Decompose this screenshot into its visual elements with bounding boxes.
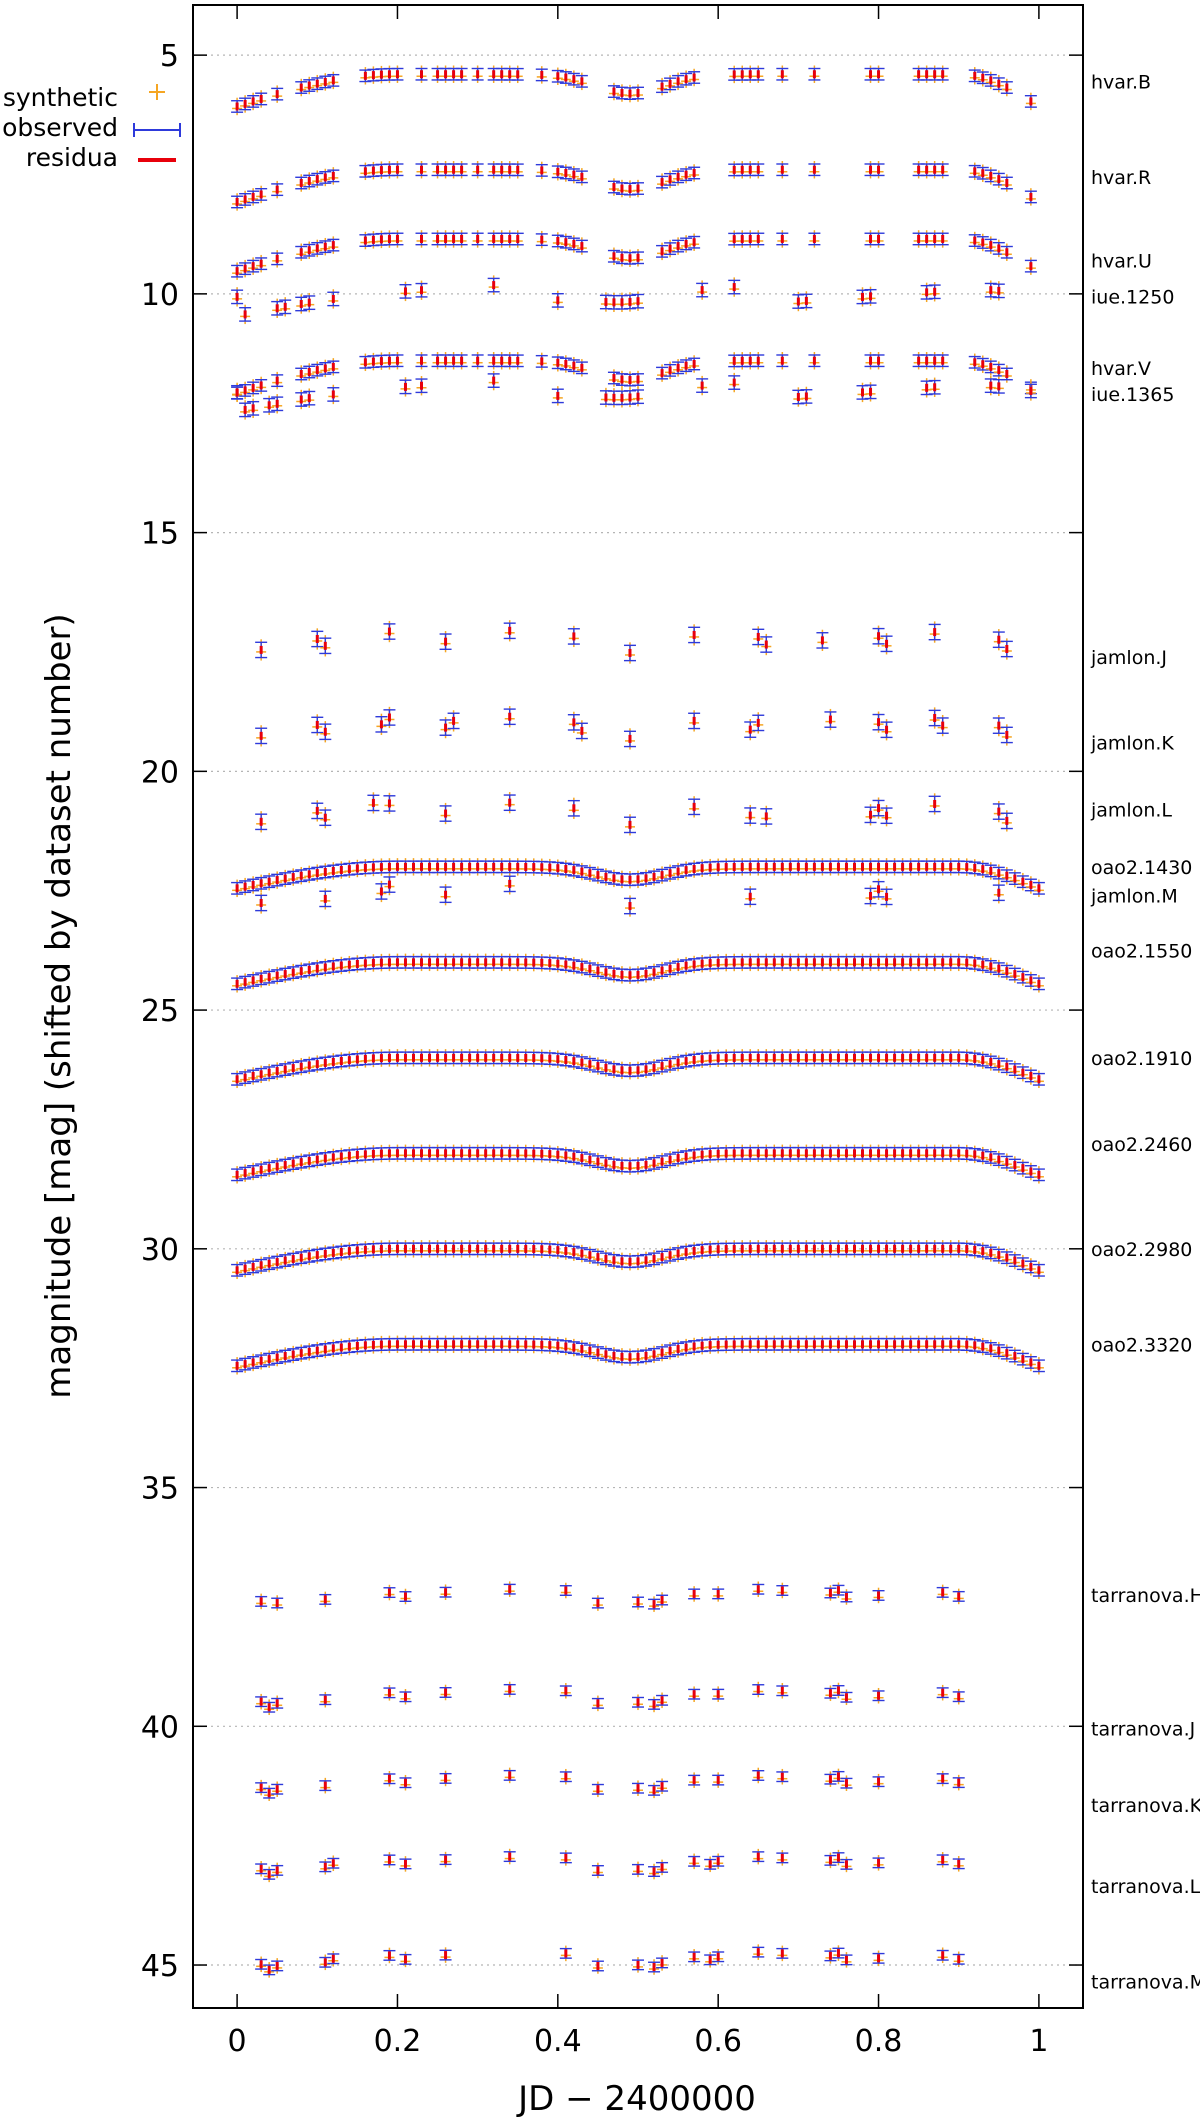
dataset-oao2-1430	[231, 858, 1045, 898]
dataset-jamlon-L	[255, 792, 1013, 836]
dataset-oao2-2980	[231, 1240, 1045, 1280]
data-marks	[231, 65, 1045, 1978]
dataset-iue-1250	[231, 275, 1005, 325]
dataset-hvar-U	[231, 230, 1037, 280]
dataset-oao2-2460	[231, 1144, 1045, 1184]
dataset-hvar-B	[231, 65, 1037, 116]
dataset-jamlon-M	[255, 873, 1005, 917]
dataset-jamlon-J	[255, 620, 1013, 664]
dataset-oao2-1550	[231, 953, 1045, 993]
dataset-oao2-1910	[231, 1049, 1045, 1089]
dataset-iue-1365	[231, 370, 1037, 420]
dataset-hvar-V	[231, 351, 1037, 402]
dataset-jamlon-K	[255, 706, 1013, 750]
dataset-hvar-R	[231, 160, 1037, 211]
